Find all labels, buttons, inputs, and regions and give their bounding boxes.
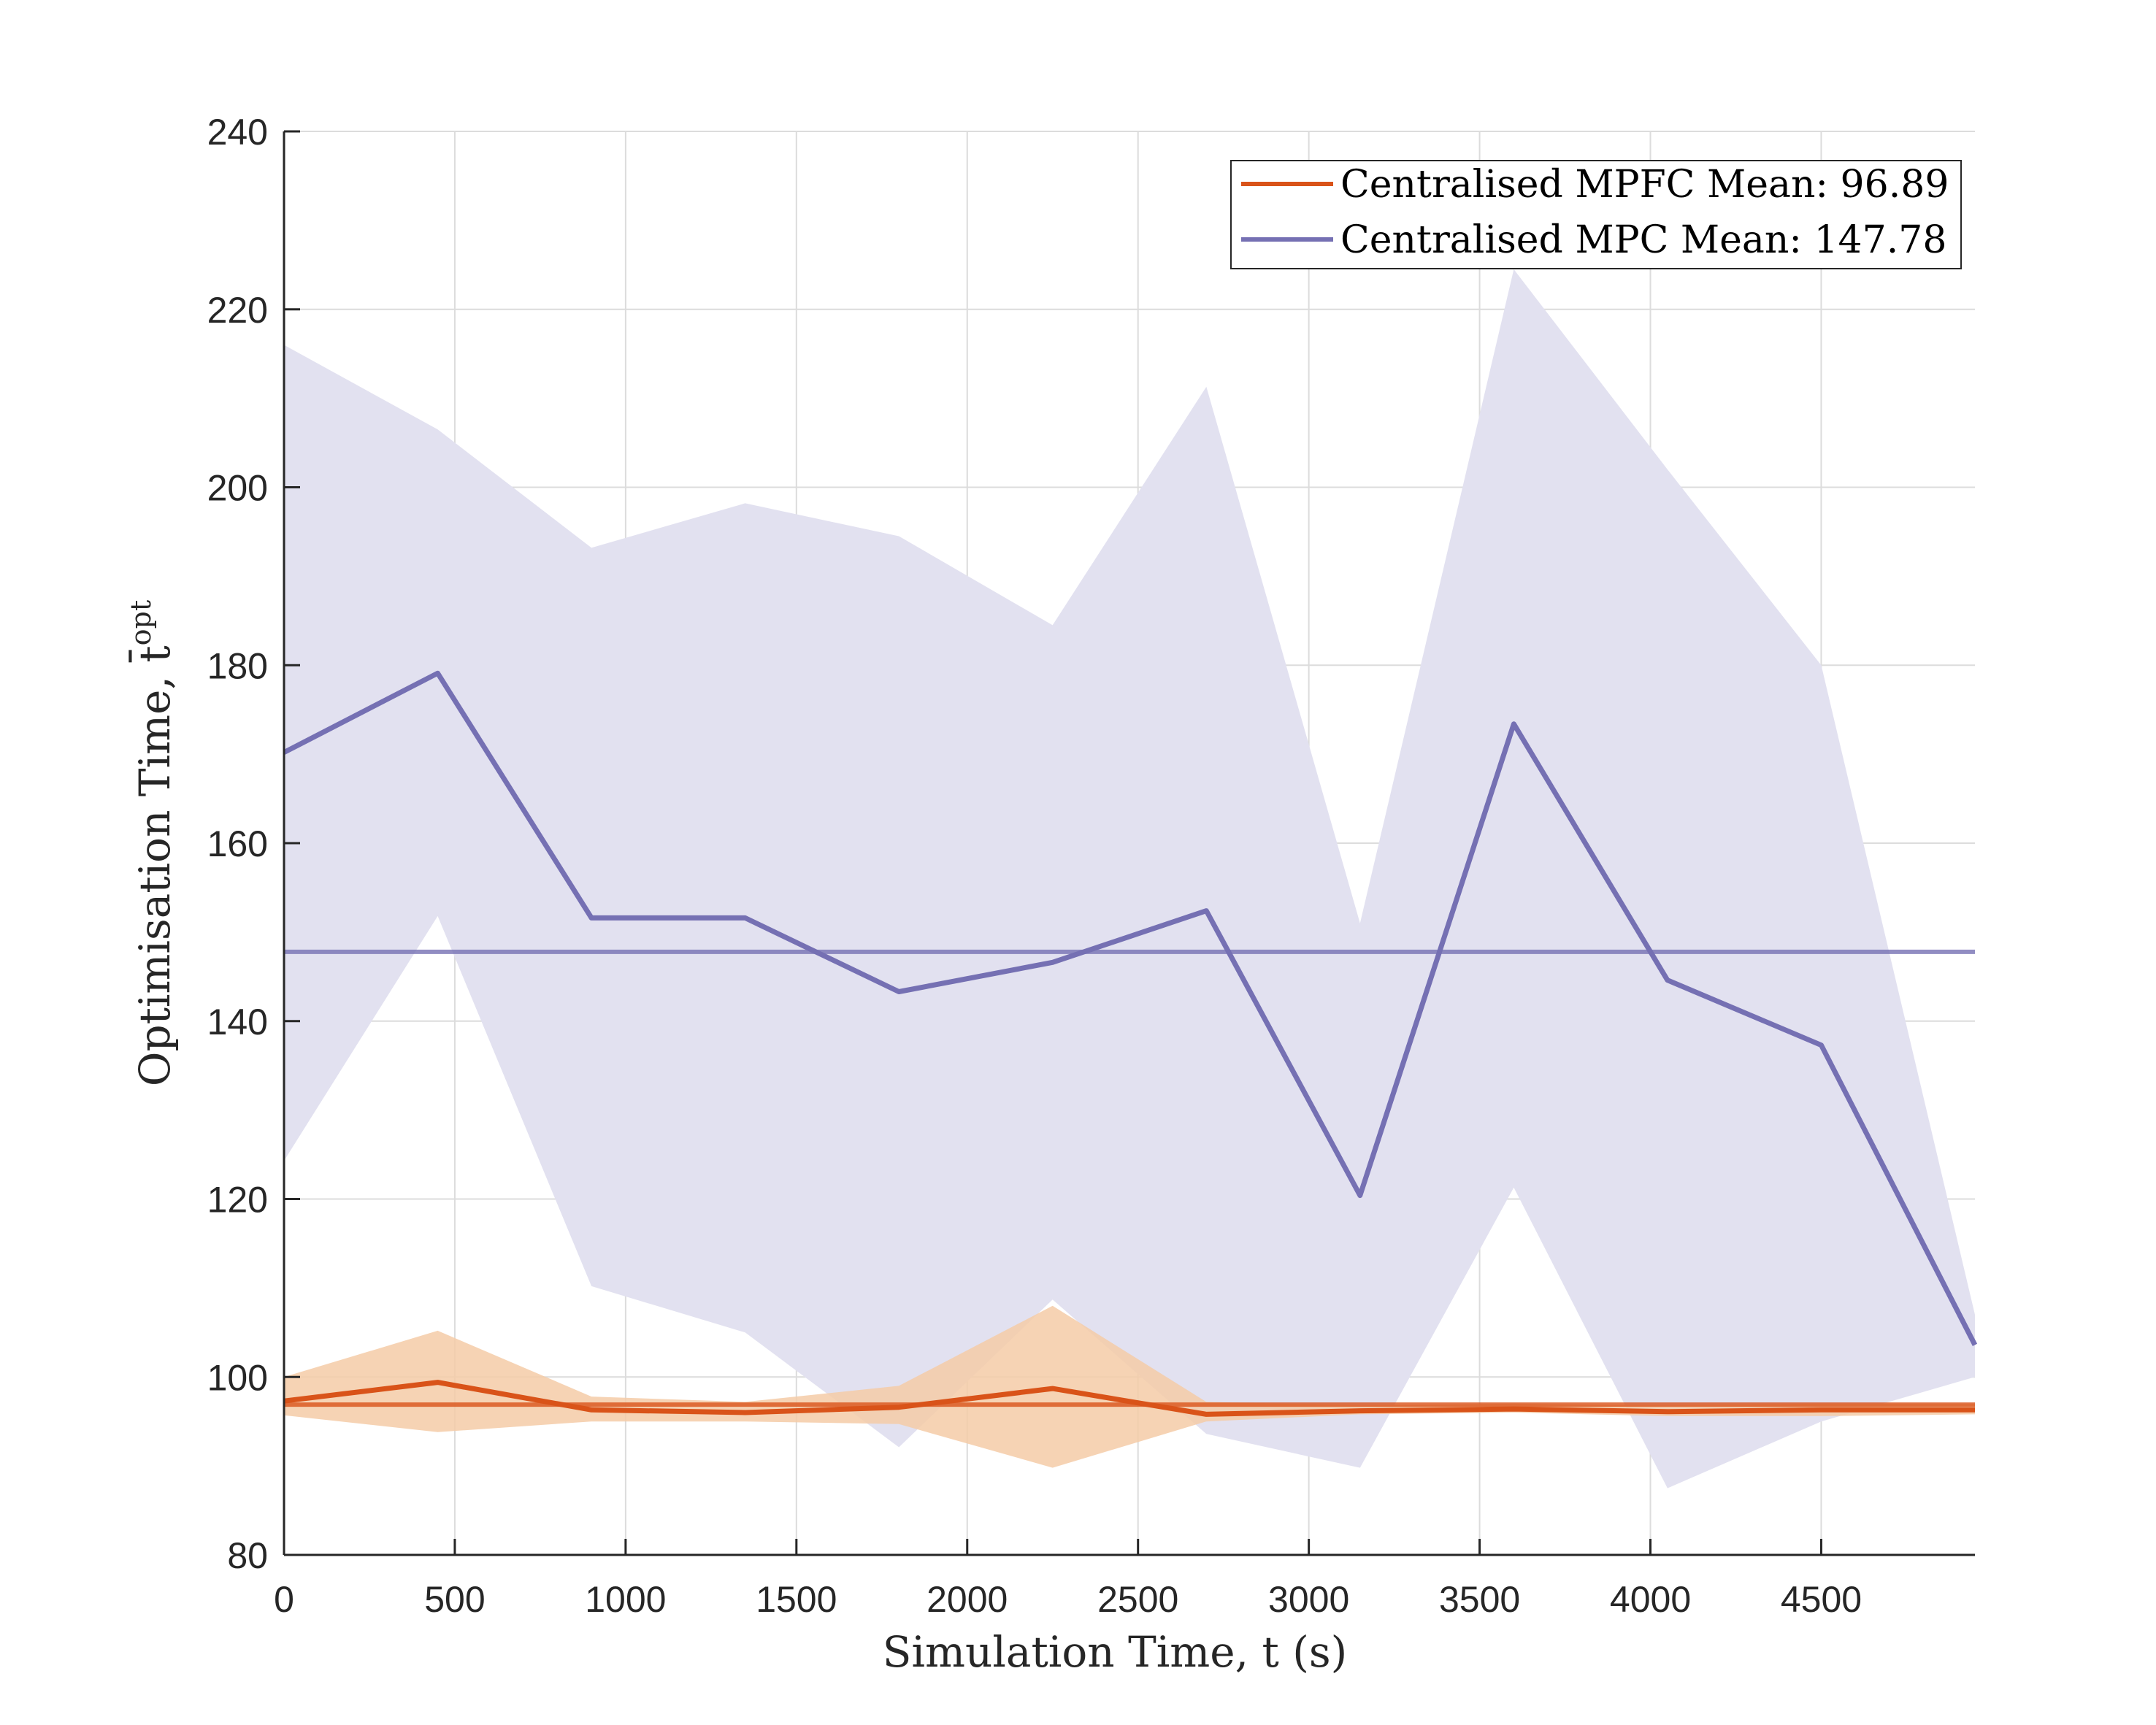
y-axis-title-main: Optimisation Time, t̄ [128, 645, 180, 1086]
x-tick-label: 1000 [585, 1579, 666, 1620]
band-mpfc [284, 1305, 1975, 1468]
legend-box [1230, 160, 1962, 269]
x-tick-label: 3500 [1439, 1579, 1520, 1620]
x-tick-label: 1500 [756, 1579, 837, 1620]
series-lines [283, 670, 1978, 1417]
series-line-mpc [283, 670, 1978, 1346]
x-tick-label: 2000 [927, 1579, 1008, 1620]
legend-label-mpc: Centralised MPC Mean: 147.78 [1340, 218, 1946, 262]
x-tick-label: 3000 [1268, 1579, 1349, 1620]
y-tick-label: 200 [207, 468, 268, 509]
y-tick-label: 140 [207, 1002, 268, 1042]
x-tick-label: 500 [424, 1579, 485, 1620]
ticks: 0 500 1000 1500 2000 2500 3000 3500 4000 4500 80 10… [207, 112, 1862, 1620]
uncertainty-bands [284, 269, 1975, 1488]
x-tick-label: 0 [274, 1579, 294, 1620]
x-axis-title: Simulation Time, t (s) [883, 1627, 1348, 1677]
x-tick-label: 4000 [1610, 1579, 1691, 1620]
y-tick-label: 80 [227, 1535, 268, 1576]
x-tick-label: 2500 [1097, 1579, 1178, 1620]
x-tick-label: 4500 [1781, 1579, 1862, 1620]
y-tick-label: 160 [207, 823, 268, 864]
y-tick-label: 100 [207, 1357, 268, 1398]
y-tick-label: 180 [207, 645, 268, 686]
series-line-mpfc [283, 1380, 1975, 1417]
y-tick-label: 240 [207, 112, 268, 153]
y-tick-label: 120 [207, 1180, 268, 1221]
band-mpc [284, 269, 1975, 1488]
y-axis-title: Optimisation Time, t̄opt [125, 600, 180, 1086]
y-axis-title-superscript: opt [125, 600, 157, 645]
legend: Centralised MPFC Mean: 96.89 Centralised… [1230, 160, 1962, 269]
y-tick-label: 220 [207, 290, 268, 331]
legend-label-mpfc: Centralised MPFC Mean: 96.89 [1340, 163, 1949, 207]
